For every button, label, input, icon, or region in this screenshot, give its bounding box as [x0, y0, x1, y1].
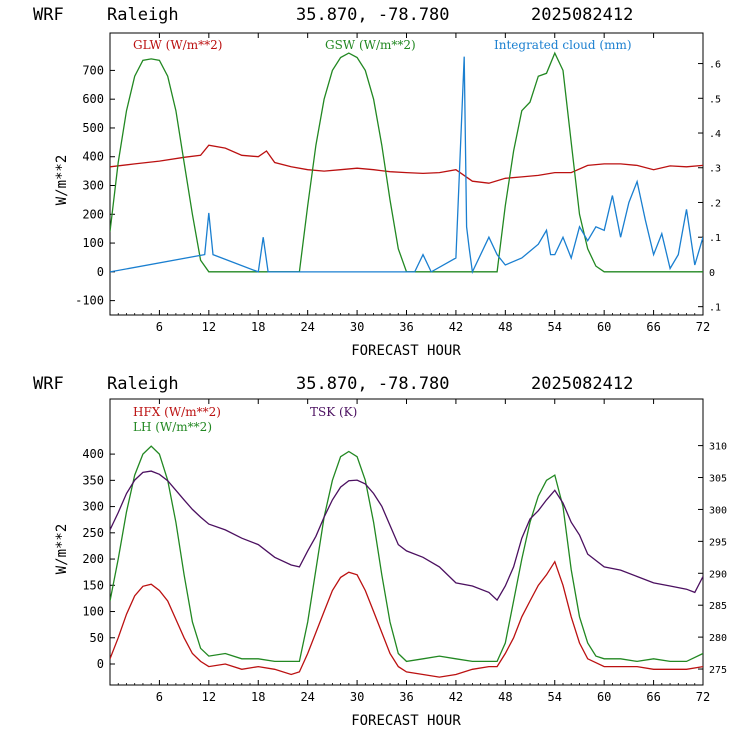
- x-tick-label: 72: [696, 690, 710, 704]
- y-tick-label: 400: [82, 150, 104, 164]
- y2-tick-label: 0: [709, 268, 715, 279]
- y-tick-label: 300: [82, 179, 104, 193]
- panel-1-coords-label: 35.870, -78.780: [296, 5, 450, 25]
- x-tick-label: 66: [646, 320, 660, 334]
- x-tick-label: 60: [597, 690, 611, 704]
- panel-1-chart: FORECAST HOUR W/m**2 6 12 18 24 30 36 42 48 54 60…: [54, 32, 721, 359]
- panel-1-series: [110, 51, 703, 275]
- y-tick-label: 250: [82, 526, 104, 540]
- y-tick-label: 400: [82, 447, 104, 461]
- legend-integrated-cloud: Integrated cloud (mm): [494, 38, 632, 52]
- series-line-lh-w-m: [110, 445, 703, 663]
- y-tick-label: 200: [82, 552, 104, 566]
- y2-tick-label: 310: [709, 442, 727, 453]
- panel-2-model-label: WRF: [33, 374, 64, 394]
- y2-tick-label: .1: [709, 233, 721, 244]
- panel-2-coords-label: 35.870, -78.780: [296, 374, 450, 394]
- panel-2-chart: FORECAST HOUR W/m**2 6 12 18 24 30 36 42 48 54 60…: [54, 398, 727, 729]
- y-tick-label: -100: [75, 294, 104, 308]
- y-tick-label: 300: [82, 500, 104, 514]
- y2-tick-label: 295: [709, 537, 727, 548]
- panel-2-right-y-ticks: 275 280 285 290 295 300 305 310: [698, 442, 727, 676]
- x-tick-label: 42: [449, 320, 463, 334]
- x-tick-label: 30: [350, 320, 364, 334]
- y2-tick-label: 280: [709, 633, 727, 644]
- x-tick-label: 48: [498, 690, 512, 704]
- panel-2-x-ticks: 6 12 18 24 30 36 42 48 54 60 66 72: [117, 399, 710, 704]
- x-tick-label: 12: [202, 690, 216, 704]
- y2-tick-label: .1: [709, 303, 721, 314]
- panel-2-location-label: Raleigh: [107, 374, 179, 394]
- x-tick-label: 36: [399, 690, 413, 704]
- y-tick-label: 150: [82, 578, 104, 592]
- panel-1-y-ticks: -100 0 100 200 300 400 500 600 700: [75, 63, 115, 308]
- x-tick-label: 24: [300, 690, 314, 704]
- x-tick-label: 12: [202, 320, 216, 334]
- series-line-hfx-w-m: [110, 560, 703, 678]
- x-tick-label: 54: [548, 690, 562, 704]
- y-tick-label: 100: [82, 605, 104, 619]
- y-tick-label: 100: [82, 236, 104, 250]
- panel-1-right-y-ticks: .1 0 .1 .2 .3 .4 .5 .6: [698, 60, 721, 314]
- panel-1-y-axis-label: W/m**2: [54, 155, 70, 206]
- panel-1-model-label: WRF: [33, 5, 64, 25]
- y-tick-label: 200: [82, 207, 104, 221]
- x-tick-label: 6: [156, 690, 163, 704]
- y2-tick-label: 305: [709, 474, 727, 485]
- y-tick-label: 50: [90, 631, 104, 645]
- x-tick-label: 18: [251, 690, 265, 704]
- panel-1-x-axis-label: FORECAST HOUR: [351, 343, 461, 359]
- legend-lh: LH (W/m**2): [133, 420, 212, 434]
- y-tick-label: 350: [82, 473, 104, 487]
- x-tick-label: 30: [350, 690, 364, 704]
- panel-2-run-label: 2025082412: [531, 374, 633, 394]
- legend-gsw: GSW (W/m**2): [325, 38, 416, 52]
- panel-1-location-label: Raleigh: [107, 5, 179, 25]
- x-tick-label: 36: [399, 320, 413, 334]
- x-tick-label: 72: [696, 320, 710, 334]
- panel-1-legend: GLW (W/m**2) GSW (W/m**2) Integrated clo…: [133, 38, 632, 52]
- y2-tick-label: .4: [709, 129, 721, 140]
- series-line-integrated-cloud-mm: [110, 56, 703, 275]
- panel-1-header: WRF Raleigh 35.870, -78.780 2025082412: [33, 5, 633, 25]
- x-tick-label: 42: [449, 690, 463, 704]
- panel-1-x-ticks: 6 12 18 24 30 36 42 48 54 60 66 72: [117, 33, 710, 334]
- x-tick-label: 66: [646, 690, 660, 704]
- y-tick-label: 700: [82, 63, 104, 77]
- legend-tsk: TSK (K): [310, 405, 357, 419]
- panel-2-legend: HFX (W/m**2) LH (W/m**2) TSK (K): [133, 405, 357, 434]
- series-line-glw-w-m: [110, 144, 703, 184]
- x-tick-label: 54: [548, 320, 562, 334]
- y-tick-label: 0: [97, 657, 104, 671]
- y2-tick-label: 300: [709, 505, 727, 516]
- series-line-gsw-w-m: [110, 51, 703, 273]
- panel-1-plot-frame: [109, 32, 704, 316]
- panel-2-header: WRF Raleigh 35.870, -78.780 2025082412: [33, 374, 633, 394]
- y-tick-label: 600: [82, 92, 104, 106]
- x-tick-label: 24: [300, 320, 314, 334]
- x-tick-label: 60: [597, 320, 611, 334]
- y-tick-label: 500: [82, 121, 104, 135]
- y2-tick-label: .6: [709, 60, 721, 71]
- panel-2-y-axis-label: W/m**2: [54, 524, 70, 575]
- x-tick-label: 48: [498, 320, 512, 334]
- panel-2-series: [110, 445, 703, 678]
- panel-2-x-axis-label: FORECAST HOUR: [351, 713, 461, 729]
- x-tick-label: 6: [156, 320, 163, 334]
- y2-tick-label: .2: [709, 198, 721, 209]
- y2-tick-label: .3: [709, 164, 721, 175]
- y2-tick-label: 285: [709, 601, 727, 612]
- x-tick-label: 18: [251, 320, 265, 334]
- panel-1-run-label: 2025082412: [531, 5, 633, 25]
- y2-tick-label: 290: [709, 569, 727, 580]
- series-line-tsk-k: [110, 470, 703, 602]
- y2-tick-label: .5: [709, 94, 721, 105]
- legend-glw: GLW (W/m**2): [133, 38, 222, 52]
- panel-2-y-ticks: 0 50 100 150 200 250 300 350 400: [82, 447, 115, 671]
- y2-tick-label: 275: [709, 665, 727, 676]
- y-tick-label: 0: [97, 265, 104, 279]
- legend-hfx: HFX (W/m**2): [133, 405, 221, 419]
